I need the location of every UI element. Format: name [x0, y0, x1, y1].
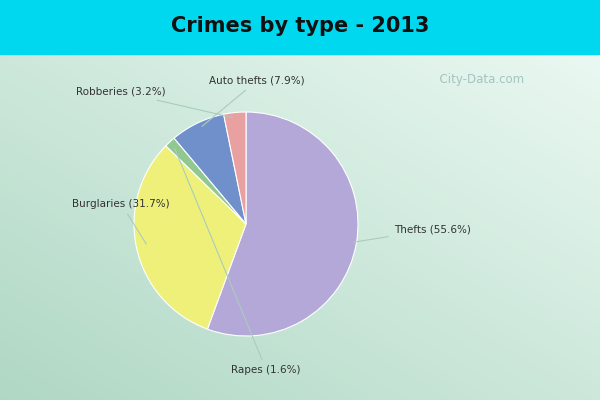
Wedge shape: [166, 138, 246, 224]
Wedge shape: [224, 112, 246, 224]
Text: Crimes by type - 2013: Crimes by type - 2013: [171, 16, 429, 36]
Text: City-Data.com: City-Data.com: [432, 74, 524, 86]
Text: Auto thefts (7.9%): Auto thefts (7.9%): [202, 76, 305, 126]
Wedge shape: [208, 112, 358, 336]
Text: Rapes (1.6%): Rapes (1.6%): [175, 148, 301, 374]
Text: Robberies (3.2%): Robberies (3.2%): [76, 87, 233, 118]
Text: Burglaries (31.7%): Burglaries (31.7%): [73, 199, 170, 244]
Wedge shape: [134, 146, 246, 329]
Wedge shape: [174, 114, 246, 224]
Text: Thefts (55.6%): Thefts (55.6%): [353, 225, 471, 242]
